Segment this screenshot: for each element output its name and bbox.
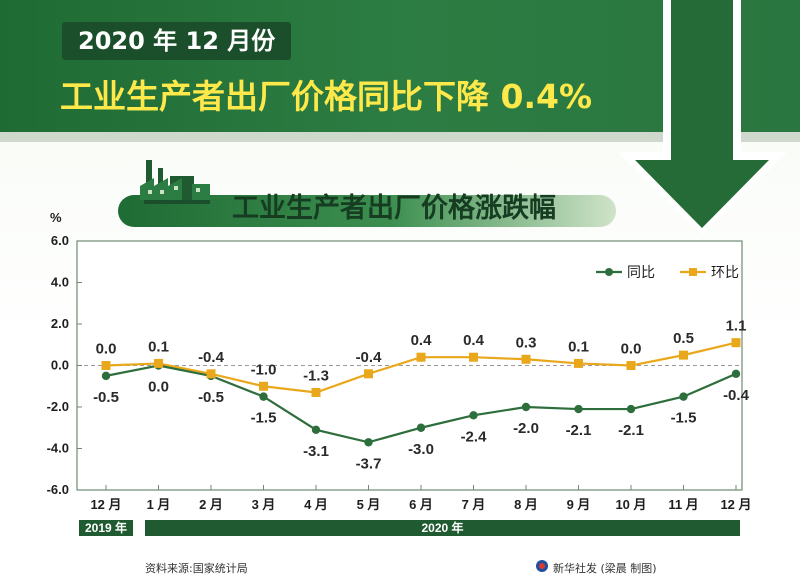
- yoy-value-label: -2.1: [566, 422, 592, 439]
- legend-yoy-label: 同比: [627, 265, 655, 281]
- y-tick-label: 4.0: [51, 275, 69, 290]
- mom-point: [259, 381, 268, 391]
- mom-value-label: -0.4: [356, 349, 383, 366]
- yoy-point: [731, 369, 741, 378]
- x-tick-label: 12 月: [90, 497, 121, 512]
- y-tick-label: -2.0: [47, 399, 69, 414]
- yoy-value-label: -2.0: [513, 420, 539, 437]
- x-tick-label: 1 月: [147, 497, 171, 512]
- y-tick-label: -6.0: [47, 482, 69, 497]
- mom-value-label: 0.4: [463, 332, 485, 349]
- y-axis-unit: %: [50, 210, 62, 225]
- mom-point: [731, 338, 741, 348]
- yoy-value-label: -2.1: [618, 422, 644, 439]
- x-tick-label: 7 月: [462, 497, 486, 512]
- yoy-value-label: -0.5: [198, 389, 224, 406]
- yoy-point: [574, 404, 583, 414]
- down-arrow-icon: [617, 0, 787, 235]
- x-tick-label: 10 月: [615, 497, 646, 512]
- yoy-point: [259, 392, 268, 401]
- yoy-value-label: -3.1: [303, 443, 329, 460]
- yoy-value-label: -0.4: [723, 387, 750, 404]
- xinhua-logo-icon: [536, 560, 548, 572]
- x-tick-label: 2 月: [199, 497, 223, 512]
- mom-point: [364, 369, 373, 379]
- year-band-2019: 2019 年: [79, 520, 133, 536]
- yoy-value-label: 0.0: [148, 379, 169, 396]
- mom-value-label: -0.4: [198, 349, 225, 366]
- mom-point: [416, 352, 426, 362]
- mom-value-label: 0.0: [621, 341, 642, 358]
- y-tick-label: -4.0: [47, 441, 69, 456]
- x-tick-label: 6 月: [409, 497, 433, 512]
- yoy-value-label: -2.4: [461, 428, 488, 445]
- yoy-value-label: -3.7: [356, 455, 382, 472]
- legend-yoy-marker: [605, 268, 613, 276]
- mom-value-label: 0.1: [568, 338, 589, 355]
- legend-mom-marker: [689, 268, 697, 276]
- mom-point: [206, 369, 216, 379]
- mom-point: [574, 358, 583, 368]
- mom-value-label: 0.3: [516, 334, 537, 351]
- mom-point: [101, 361, 111, 370]
- mom-value-label: 0.5: [673, 330, 694, 347]
- mom-point: [469, 352, 478, 362]
- mom-point: [679, 350, 688, 360]
- legend-mom-label: 环比: [711, 265, 739, 281]
- mom-value-label: 1.1: [726, 318, 747, 335]
- factory-icon: [140, 160, 210, 204]
- yoy-point: [416, 423, 426, 432]
- mom-point: [154, 358, 163, 368]
- x-tick-label: 11 月: [668, 497, 698, 512]
- x-tick-label: 12 月: [720, 497, 751, 512]
- mom-value-label: 0.0: [96, 341, 117, 358]
- yoy-point: [679, 392, 688, 401]
- yoy-point: [364, 438, 373, 447]
- mom-value-label: -1.3: [303, 367, 329, 384]
- yoy-point: [521, 402, 531, 412]
- mom-point: [521, 354, 531, 364]
- data-source: 资料来源:国家统计局: [145, 562, 248, 575]
- x-tick-label: 4 月: [304, 497, 328, 512]
- headline: 工业生产者出厂价格同比下降 0.4%: [60, 77, 593, 116]
- credit: 新华社发 (梁晨 制图): [553, 562, 657, 575]
- x-tick-label: 3 月: [252, 497, 276, 512]
- header-divider: [0, 132, 800, 142]
- yoy-point: [469, 411, 478, 420]
- y-tick-label: 6.0: [51, 233, 69, 248]
- yoy-value-label: -0.5: [93, 389, 119, 406]
- yoy-point: [101, 371, 111, 381]
- y-tick-label: 2.0: [51, 316, 69, 331]
- x-tick-label: 5 月: [357, 497, 381, 512]
- chart-title: 工业生产者出厂价格涨跌幅: [232, 193, 556, 224]
- mom-value-label: -1.0: [251, 361, 277, 378]
- yoy-point: [626, 404, 636, 414]
- yoy-value-label: -1.5: [671, 410, 697, 427]
- yoy-value-label: -1.5: [251, 410, 277, 427]
- mom-value-label: 0.1: [148, 338, 169, 355]
- x-tick-label: 9 月: [567, 497, 591, 512]
- mom-point: [626, 361, 636, 370]
- yoy-point: [311, 425, 321, 435]
- yoy-value-label: -3.0: [408, 441, 434, 458]
- x-tick-label: 8 月: [514, 497, 538, 512]
- period-badge: 2020 年 12 月份: [62, 22, 292, 60]
- y-tick-label: 0.0: [51, 358, 69, 373]
- mom-value-label: 0.4: [411, 332, 433, 349]
- mom-point: [311, 387, 321, 397]
- year-band-2020: 2020 年: [145, 520, 740, 536]
